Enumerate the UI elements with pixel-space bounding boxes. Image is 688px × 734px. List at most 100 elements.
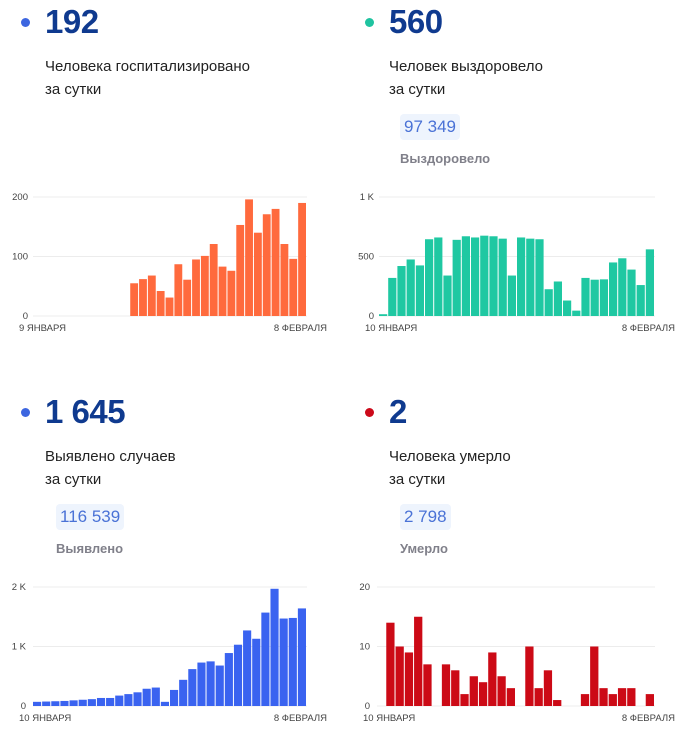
cases-panel: 1 645 Выявлено случаев за сутки 116 539 В…: [0, 390, 344, 734]
x-start-label: 10 ЯНВАРЯ: [19, 713, 71, 724]
bar: [395, 646, 404, 706]
bar: [452, 239, 461, 316]
bar: [608, 694, 617, 706]
bar: [425, 239, 434, 316]
recovered-panel: 560 Человек выздоровело за сутки 97 349 В…: [344, 0, 688, 344]
cases-dot-icon: [21, 408, 30, 417]
bar: [553, 281, 562, 316]
bar: [480, 235, 489, 316]
bar: [261, 612, 270, 706]
y-tick-label: 0: [21, 701, 26, 712]
bar: [170, 689, 179, 706]
hospitalized-count: 192: [45, 3, 99, 40]
bar: [179, 679, 188, 706]
bar: [526, 238, 535, 316]
bar: [218, 266, 227, 316]
y-tick-label: 0: [365, 701, 370, 712]
bar: [133, 692, 142, 706]
deaths-total-label: Умерло: [400, 541, 448, 556]
bar: [404, 652, 414, 706]
label-line-2: за сутки: [389, 81, 446, 98]
cases-total: 116 539: [56, 504, 125, 530]
bar: [115, 695, 124, 706]
deaths-dot-icon: [365, 408, 374, 417]
bar: [415, 265, 424, 316]
bar: [379, 314, 388, 316]
cases-label: Выявлено случаев за сутки: [45, 445, 325, 491]
bar: [96, 697, 106, 706]
y-tick-label: 0: [23, 311, 28, 322]
bar: [289, 258, 298, 316]
recovered-chart: 0 500 1 K 10 ЯНВАРЯ 8 ФЕВРАЛЯ: [358, 192, 675, 334]
label-line-2: за сутки: [45, 471, 102, 488]
bar: [200, 255, 209, 316]
bar: [270, 588, 279, 706]
bar: [590, 646, 599, 706]
bar: [78, 699, 87, 706]
bar: [139, 279, 147, 316]
bar: [192, 259, 200, 316]
hospitalized-panel: 192 Человека госпитализировано за сутки 0…: [0, 0, 344, 344]
bar: [497, 676, 506, 706]
bar: [183, 279, 192, 316]
bar: [174, 264, 183, 316]
y-tick-label: 2 K: [12, 582, 27, 593]
y-tick-label: 500: [358, 252, 374, 263]
bar: [517, 237, 526, 316]
y-tick-label: 200: [12, 192, 28, 203]
y-tick-label: 20: [359, 582, 370, 593]
x-end-label: 8 ФЕВРАЛЯ: [622, 713, 675, 724]
bar: [645, 694, 654, 706]
bar: [245, 199, 253, 316]
bar: [124, 694, 133, 706]
bar: [618, 258, 627, 316]
hospitalized-dot-icon: [21, 18, 30, 27]
cases-total-label: Выявлено: [56, 541, 124, 556]
label-line-1: Человека госпитализировано: [45, 58, 251, 75]
bar: [206, 661, 215, 706]
bar: [469, 676, 478, 706]
bar: [471, 237, 480, 316]
bar: [388, 277, 397, 316]
bar: [160, 701, 169, 706]
bar: [130, 283, 139, 316]
recovered-label: Человек выздоровело за сутки: [389, 55, 669, 101]
x-start-label: 10 ЯНВАРЯ: [365, 323, 417, 334]
deaths-total: 2 798: [400, 504, 451, 530]
bar: [60, 700, 69, 706]
bar: [197, 662, 206, 706]
bar: [288, 617, 297, 706]
bar: [252, 638, 261, 706]
bar: [544, 289, 553, 316]
bar: [279, 618, 288, 706]
bar: [188, 669, 197, 706]
deaths-chart: 0 10 20 10 ЯНВАРЯ 8 ФЕВРАЛЯ: [359, 582, 675, 724]
bar: [243, 630, 252, 706]
bar: [142, 688, 151, 706]
label-line-1: Выявлено случаев: [45, 448, 176, 465]
bar: [297, 608, 306, 706]
bar: [525, 646, 534, 706]
bar: [572, 310, 581, 316]
deaths-label: Человека умерло за сутки: [389, 445, 669, 491]
bar: [627, 269, 636, 316]
bar: [443, 275, 452, 316]
x-start-label: 9 ЯНВАРЯ: [19, 323, 66, 334]
bar: [156, 291, 165, 316]
bar: [33, 701, 42, 706]
bar: [599, 279, 608, 316]
bar: [406, 259, 415, 316]
bar: [298, 202, 306, 316]
x-end-label: 8 ФЕВРАЛЯ: [622, 323, 675, 334]
bar: [617, 688, 627, 706]
x-start-label: 10 ЯНВАРЯ: [363, 713, 415, 724]
recovered-total-label: Выздоровело: [400, 151, 491, 166]
bar: [563, 300, 572, 316]
bar: [553, 700, 562, 706]
bar: [271, 208, 280, 316]
bar: [461, 236, 470, 316]
bar: [498, 238, 507, 316]
label-line-2: за сутки: [45, 81, 102, 98]
cases-count: 1 645: [45, 393, 126, 430]
bar: [69, 700, 78, 706]
